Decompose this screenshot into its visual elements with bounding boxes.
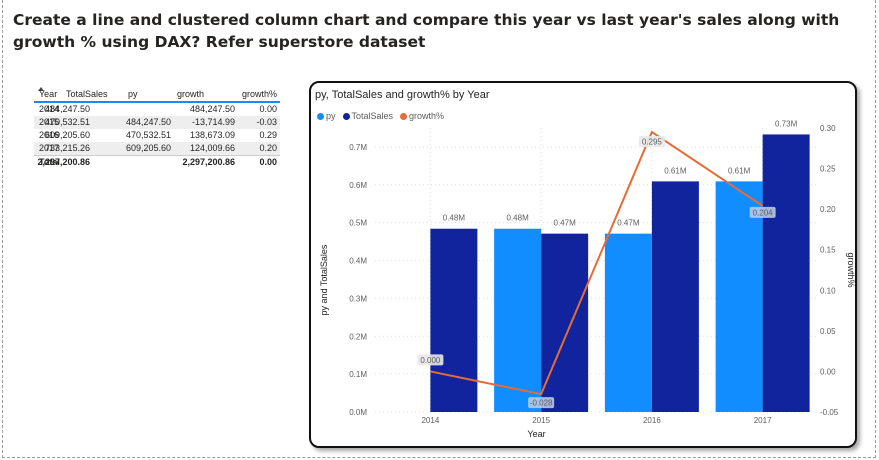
cell-total-growth: 2,297,200.86	[182, 157, 235, 167]
bar-totalsales	[541, 233, 589, 412]
data-label-py: 0.47M	[617, 219, 640, 228]
data-label-growth-bg	[749, 206, 776, 218]
y2-axis-title: growth%	[846, 252, 856, 287]
data-label-growth-bg	[417, 354, 444, 366]
header-py[interactable]: py	[128, 89, 138, 99]
x-tick-label: 2017	[754, 416, 772, 425]
header-growth[interactable]: growth	[177, 89, 205, 99]
bar-totalsales	[430, 228, 478, 412]
legend-label-totalsales: TotalSales	[351, 111, 394, 121]
chart-title: py, TotalSales and growth% by Year	[315, 89, 490, 101]
cell-totalsales: 470,532.51	[44, 117, 90, 127]
cell-totalsales: 609,205.60	[44, 130, 90, 140]
data-label-totalsales: 0.61M	[664, 166, 687, 175]
y2-tick-label: 0.15	[820, 246, 836, 255]
x-tick-label: 2016	[643, 416, 661, 425]
sort-ascending-icon[interactable]	[38, 87, 44, 91]
y-axis-title: py and TotalSales	[319, 244, 329, 315]
table-row: 2017 733,215.26 609,205.60 124,009.66 0.…	[34, 142, 280, 155]
y2-tick-label: 0.20	[820, 205, 836, 214]
x-tick-label: 2014	[421, 416, 439, 425]
data-label-totalsales: 0.47M	[554, 219, 577, 228]
bar-totalsales	[762, 134, 810, 413]
header-growth-pct[interactable]: growth%	[241, 89, 277, 99]
line-growth-pct	[430, 130, 764, 396]
data-label-growth-pct: 0.295	[642, 138, 663, 147]
cell-py: 484,247.50	[125, 117, 171, 127]
cell-total-totalsales: 2,297,200.86	[37, 157, 90, 167]
cell-totalsales: 733,215.26	[44, 143, 90, 153]
cell-total-label: Total	[39, 157, 60, 167]
y2-tick-label: 0.30	[820, 124, 836, 133]
legend-dot-py	[317, 112, 324, 120]
cell-year: 2016	[39, 130, 60, 140]
y-tick-label: 0.3M	[349, 294, 367, 303]
table-row: 2014 484,247.50 484,247.50 0.00	[34, 103, 280, 116]
chart-legend: py TotalSales growth%	[317, 110, 447, 122]
cell-py: 609,205.60	[125, 143, 171, 153]
y-tick-label: 0.2M	[349, 332, 367, 341]
y2-tick-label: 0.25	[820, 165, 836, 174]
table-row: 2016 609,205.60 470,532.51 138,673.09 0.…	[34, 129, 280, 142]
y2-tick-label: -0.05	[820, 408, 839, 417]
cell-growth: 138,673.09	[189, 130, 235, 140]
cell-growth: 124,009.66	[189, 143, 235, 153]
legend-item-py[interactable]: py	[317, 111, 336, 121]
y2-tick-label: 0.05	[820, 327, 836, 336]
bar-py	[604, 233, 652, 412]
cell-growth: -13,714.99	[191, 117, 235, 127]
data-label-totalsales: 0.48M	[443, 214, 466, 223]
y-tick-label: 0.7M	[349, 143, 367, 152]
cell-totalsales: 484,247.50	[44, 104, 90, 114]
bar-py	[494, 228, 542, 412]
data-label-growth-bg	[528, 397, 555, 409]
table-total-row: Total 2,297,200.86 2,297,200.86 0.00	[34, 155, 280, 169]
data-label-py: 0.48M	[507, 214, 530, 223]
legend-label-growth-pct: growth%	[409, 111, 445, 121]
cell-year: 2014	[39, 104, 60, 114]
y-tick-label: 0.5M	[349, 219, 367, 228]
data-label-growth-pct: 0.204	[753, 208, 774, 217]
legend-item-growth-pct[interactable]: growth%	[400, 111, 444, 121]
y-tick-label: 0.0M	[349, 408, 367, 417]
y2-tick-label: 0.10	[820, 286, 836, 295]
table-header-row: Year TotalSales py growth growth%	[34, 86, 280, 103]
bar-totalsales	[651, 181, 699, 412]
cell-year: 2015	[39, 117, 60, 127]
y2-tick-label: 0.00	[820, 367, 836, 376]
table-row: 2015 470,532.51 484,247.50 -13,714.99 -0…	[34, 116, 280, 129]
x-axis-title: Year	[527, 429, 545, 439]
question-heading: Create a line and clustered column chart…	[13, 11, 840, 51]
data-label-growth-pct: -0.028	[530, 399, 553, 408]
cell-growth-pct: 0.00	[259, 104, 277, 114]
cell-growth-pct: -0.03	[256, 117, 277, 127]
data-label-growth-pct: 0.000	[420, 356, 441, 365]
legend-label-py: py	[326, 111, 336, 121]
cell-total-growth-pct: 0.00	[259, 157, 277, 167]
data-label-growth-bg	[638, 136, 665, 148]
sales-table[interactable]: Year TotalSales py growth growth% 2014 4…	[34, 86, 280, 169]
y-tick-label: 0.1M	[349, 370, 367, 379]
legend-dot-totalsales	[342, 112, 350, 120]
cell-py: 470,532.51	[125, 130, 171, 140]
cell-growth-pct: 0.20	[259, 143, 277, 153]
y-tick-label: 0.6M	[349, 181, 367, 190]
header-year[interactable]: Year	[39, 89, 58, 99]
x-tick-label: 2015	[532, 416, 550, 425]
cell-growth: 484,247.50	[189, 104, 235, 114]
data-label-py: 0.61M	[728, 166, 751, 175]
cell-growth-pct: 0.29	[259, 130, 277, 140]
cell-year: 2017	[39, 143, 60, 153]
y-tick-label: 0.4M	[349, 257, 367, 266]
legend-item-totalsales[interactable]: TotalSales	[342, 111, 394, 121]
bar-py	[715, 181, 763, 412]
data-label-totalsales: 0.73M	[775, 119, 798, 128]
legend-dot-growth-pct	[400, 112, 408, 120]
header-totalsales[interactable]: TotalSales	[66, 89, 108, 99]
